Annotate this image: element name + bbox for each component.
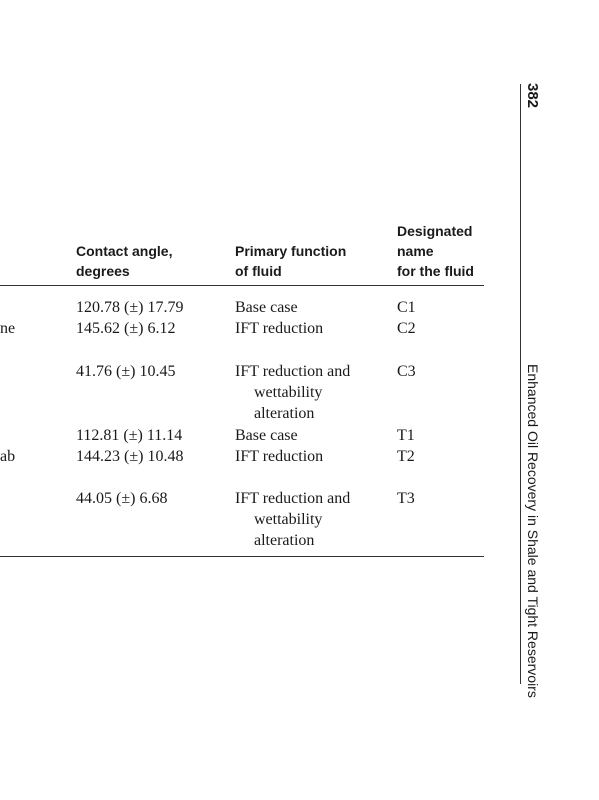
row-6-function-line1: IFT reduction and <box>235 490 351 507</box>
row-1-function-line1: Base case <box>235 299 298 316</box>
row-5-fragment: ab <box>0 448 16 465</box>
header-contact-angle-line2: degrees <box>76 263 130 279</box>
header-primary-function: Primary function of fluid <box>235 241 346 281</box>
row-2-fragment: ne <box>0 320 16 337</box>
row-2-function: IFT reduction <box>235 318 323 339</box>
header-rule <box>0 285 484 286</box>
row-4-name: T1 <box>397 427 415 444</box>
header-designated-name-line1: Designated <box>397 223 473 239</box>
row-1-contact-angle: 120.78 (±) 17.79 <box>76 299 184 316</box>
header-designated-name-line2: name <box>397 243 434 259</box>
row-1-function: Base case <box>235 297 298 318</box>
row-3-function-line2: wettability <box>254 384 323 401</box>
header-designated-name: Designated name for the fluid <box>397 221 474 281</box>
header-primary-function-line1: Primary function <box>235 243 347 259</box>
row-4-function-line1: Base case <box>235 427 298 444</box>
header-contact-angle: Contact angle, degrees <box>76 241 172 281</box>
running-title: Enhanced Oil Recovery in Shale and Tight… <box>525 364 541 698</box>
row-6-name: T3 <box>397 490 415 507</box>
row-2-function-line1: IFT reduction <box>235 320 324 337</box>
row-6-function: IFT reduction and wettability alteration <box>235 488 350 551</box>
margin-rule <box>520 84 521 684</box>
header-contact-angle-line1: Contact angle, <box>76 243 173 259</box>
row-4-contact-angle: 112.81 (±) 11.14 <box>76 427 183 444</box>
row-3-function: IFT reduction and wettability alteration <box>235 361 350 424</box>
header-designated-name-line3: for the fluid <box>397 263 474 279</box>
row-5-function-line1: IFT reduction <box>235 448 324 465</box>
row-5-contact-angle: 144.23 (±) 10.48 <box>76 448 184 465</box>
row-3-function-line1: IFT reduction and <box>235 363 351 380</box>
row-6-function-line3: alteration <box>254 532 315 549</box>
row-2-name: C2 <box>397 320 416 337</box>
row-3-function-line3: alteration <box>254 405 315 422</box>
row-4-function: Base case <box>235 425 298 446</box>
page-number: 382 <box>524 83 541 109</box>
row-6-contact-angle: 44.05 (±) 6.68 <box>76 490 168 507</box>
row-6-function-line2: wettability <box>254 511 323 528</box>
row-3-name: C3 <box>397 363 416 380</box>
row-5-function: IFT reduction <box>235 446 323 467</box>
row-2-contact-angle: 145.62 (±) 6.12 <box>76 320 176 337</box>
row-3-contact-angle: 41.76 (±) 10.45 <box>76 363 176 380</box>
header-primary-function-line2: of fluid <box>235 263 282 279</box>
row-5-name: T2 <box>397 448 415 465</box>
bottom-rule <box>0 556 484 557</box>
row-1-name: C1 <box>397 299 416 316</box>
